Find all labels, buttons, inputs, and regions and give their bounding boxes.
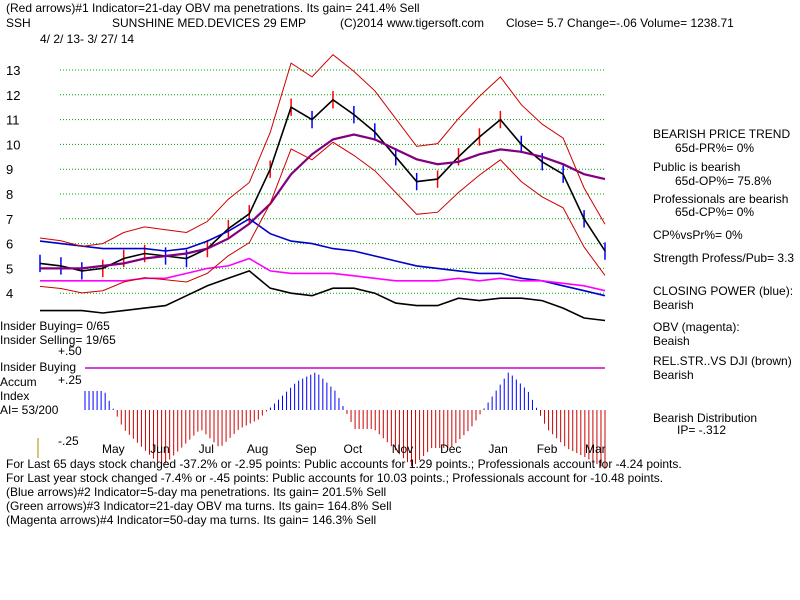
footer-blue-arrows: (Blue arrows)#2 Indicator=5-day ma penet… <box>6 485 387 499</box>
minus-25-label: -.25 <box>58 434 79 448</box>
accum-label: Accum <box>0 375 37 389</box>
pr-value: 65d-PR%= 0% <box>675 141 755 155</box>
month-axis-labels: May Jun Jul Aug Sep Oct Nov Dec Jan Feb Mar <box>102 442 606 456</box>
public-state: Public is bearish <box>653 160 741 174</box>
y-tick-label: 8 <box>6 187 13 202</box>
month-label: Oct <box>344 442 363 456</box>
footer-green-arrows: (Green arrows)#3 Indicator=21-day OBV ma… <box>6 499 392 513</box>
footer-65day: For Last 65 days stock changed -37.2% or… <box>6 457 682 471</box>
header-indicator-line: (Red arrows)#1 Indicator=21-day OBV ma p… <box>6 1 420 15</box>
ai-label: AI= 53/200 <box>0 403 59 417</box>
relstr-state: Bearish <box>653 368 694 382</box>
footer-magenta-arrows: (Magenta arrows)#4 Indicator=50-day ma t… <box>6 513 377 527</box>
y-tick-label: 4 <box>6 286 13 301</box>
ticker-symbol: SSH <box>6 16 31 30</box>
date-range: 4/ 2/ 13- 3/ 27/ 14 <box>40 32 135 46</box>
obv-label: OBV (magenta): <box>653 320 740 334</box>
relstr-label: REL.STR..VS DJI (brown) <box>653 354 792 368</box>
series-line <box>40 269 606 322</box>
y-tick-label: 10 <box>6 137 20 152</box>
y-tick-label: 9 <box>6 162 13 177</box>
y-tick-label: 5 <box>6 261 13 276</box>
cp-vs-pr: CP%vsPr%= 0% <box>653 228 743 242</box>
y-tick-label: 13 <box>6 63 20 78</box>
trend-title: BEARISH PRICE TREND <box>653 127 791 141</box>
y-tick-label: 12 <box>6 88 20 103</box>
price-axis-ticks: 13 12 11 10 9 8 7 6 5 4 <box>6 63 20 301</box>
month-label: Jan <box>488 442 507 456</box>
distribution-label: Bearish Distribution <box>653 411 758 425</box>
y-tick-label: 6 <box>6 237 13 252</box>
closing-power-label: CLOSING POWER (blue): <box>653 284 794 298</box>
footer-year: For Last year stock changed -7.4% or -.4… <box>6 471 664 485</box>
month-label: Dec <box>440 442 461 456</box>
closing-power-state: Bearish <box>653 298 694 312</box>
accumulation-histogram <box>37 367 606 469</box>
plus-50-label: +.50 <box>58 344 82 358</box>
professionals-state: Professionals are bearish <box>653 192 789 206</box>
plus-25-label: +.25 <box>58 373 82 387</box>
month-label: Nov <box>392 442 413 456</box>
month-label: Sep <box>295 442 317 456</box>
upper-band <box>39 54 606 247</box>
insider-buying: Insider Buying= 0/65 <box>0 319 110 333</box>
copyright: (C)2014 www.tigersoft.com <box>340 16 485 30</box>
quote-line: Close= 5.7 Change=-.06 Volume= 1238.71 <box>506 16 734 30</box>
ip-value: IP= -.312 <box>677 423 727 437</box>
op-value: 65d-OP%= 75.8% <box>675 174 772 188</box>
series-lines <box>39 54 606 322</box>
series-line <box>40 133 606 270</box>
month-label: May <box>102 442 125 456</box>
price-gridlines <box>60 69 605 294</box>
month-label: Aug <box>247 442 268 456</box>
obv-state: Beaish <box>653 334 690 348</box>
month-label: Jul <box>199 442 214 456</box>
month-label: Jun <box>150 442 169 456</box>
cp-value: 65d-CP%= 0% <box>675 205 755 219</box>
insider-selling: Insider Selling= 19/65 <box>0 333 116 347</box>
series-line <box>39 98 606 272</box>
y-tick-label: 11 <box>6 113 20 128</box>
month-label: Mar <box>585 442 606 456</box>
insider-buying-accum: Insider Buying <box>0 360 77 374</box>
index-label: Index <box>0 389 30 403</box>
month-label: Feb <box>537 442 558 456</box>
strength-ratio: Strength Profess/Pub= 3.3 <box>653 251 795 265</box>
y-tick-label: 7 <box>6 212 13 227</box>
price-bars <box>39 91 606 280</box>
company-name: SUNSHINE MED.DEVICES 29 EMP <box>112 16 307 30</box>
lower-band <box>39 141 606 294</box>
series-line <box>39 217 606 297</box>
